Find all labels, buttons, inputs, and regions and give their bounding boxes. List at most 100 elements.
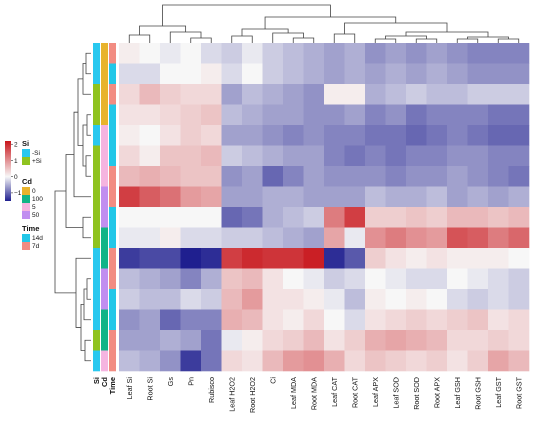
heatmap-cell [426,289,448,310]
annotation-cell-time [109,330,116,351]
heatmap-cell [508,186,530,208]
heatmap-cell [426,309,448,331]
heatmap-cell [385,207,407,228]
heatmap-cell [283,309,304,331]
legend-swatch [22,157,30,165]
dendrogram-branch [83,288,91,321]
heatmap-cell [139,186,161,208]
column-labels: Leaf Si Root Si Gs Pn Rubisco Leaf H2O2 Root H… [125,376,524,413]
heatmap-cell [180,125,202,146]
heatmap-cell [406,145,427,167]
heatmap-cell [221,43,243,64]
heatmap-cell [139,268,161,290]
heatmap-cell [303,84,325,105]
heatmap-cell [426,166,448,187]
heatmap-cell [447,145,468,167]
heatmap-cell [426,350,448,372]
heatmap-cell [447,43,468,64]
heatmap-cell [508,207,530,228]
heatmap-cell [385,350,407,372]
heatmap-cell [365,145,386,167]
dendrogram-branch [333,33,356,43]
dendrogram-branch [82,216,91,239]
annotation-cell-si [93,186,100,208]
heatmap-cell [447,207,468,228]
dendrogram-branch [82,63,91,95]
heatmap-cell [262,125,284,146]
heatmap-cell [160,104,181,126]
heatmap-cell [160,309,181,331]
legend-swatch [22,187,30,195]
heatmap-cell [344,268,366,290]
color-scale-tick-label: 0 [14,174,18,181]
heatmap-cell [201,145,222,167]
heatmap-cell [385,289,407,310]
heatmap-cell [406,330,427,351]
heatmap-cell [324,227,345,249]
dendrogram-branch [374,38,397,43]
heatmap-cell [324,289,345,310]
heatmap-cell [426,125,448,146]
heatmap-cell [119,350,140,372]
heatmap-cell [262,207,284,228]
heatmap-cell [139,125,161,146]
heatmap-cell [385,125,407,146]
heatmap-cell [303,227,325,249]
heatmap-cell [221,104,243,126]
heatmap-cell [262,84,284,105]
heatmap-cell [303,309,325,331]
heatmap-cell [242,63,263,85]
annotation-cell-cd [101,330,108,351]
heatmap-cell [119,330,140,351]
annotation-cell-cd [101,207,108,228]
legend-label: +Si [32,158,42,165]
heatmap-cell [283,84,304,105]
heatmap-cell [447,63,468,85]
heatmap-cell [242,125,263,146]
heatmap-cell [344,84,366,105]
heatmap-cell [180,309,202,331]
annotation-cell-cd [101,268,108,290]
annotation-cell-si [93,145,100,167]
legend-label: 50 [32,212,40,219]
heatmap-cell [488,145,509,167]
heatmap-cell [139,227,161,249]
dendrogram-branch [85,155,91,177]
heatmap-cell [201,350,222,372]
heatmap-cell [242,289,263,310]
heatmap-cell [406,309,427,331]
heatmap-cell [447,104,468,126]
heatmap-cell [201,63,222,85]
heatmap-cell [344,207,366,228]
heatmap-cell [242,227,263,249]
heatmap-cell [180,166,202,187]
heatmap-cell [467,43,489,64]
heatmap-cell [488,350,509,372]
heatmap-cell [262,350,284,372]
heatmap-cell [201,207,222,228]
legend-title: Si [22,139,29,148]
heatmap-cell [467,207,489,228]
color-scale-tick-label: 2 [14,142,18,149]
annotation-label: Si [92,377,101,384]
heatmap-cell [488,330,509,351]
heatmap-cell [385,309,407,331]
heatmap-cell [303,186,325,208]
heatmap-cell [242,330,263,351]
color-scale-tick-label: 1 [14,158,18,165]
heatmap-cell [180,186,202,208]
heatmap-cell [447,309,468,331]
heatmap-cell [221,330,243,351]
heatmap-cell [385,330,407,351]
heatmap-cell [508,350,530,372]
heatmap-cell [406,207,427,228]
heatmap-cell [283,104,304,126]
dendrogram-branch [73,111,91,198]
annotation-cell-cd [101,145,108,167]
heatmap-cell [406,166,427,187]
dendrogram-branch [54,190,76,294]
heatmap-cell [119,289,140,310]
heatmap-cell [365,166,386,187]
heatmap-cell [488,166,509,187]
heatmap-cell [365,248,386,269]
